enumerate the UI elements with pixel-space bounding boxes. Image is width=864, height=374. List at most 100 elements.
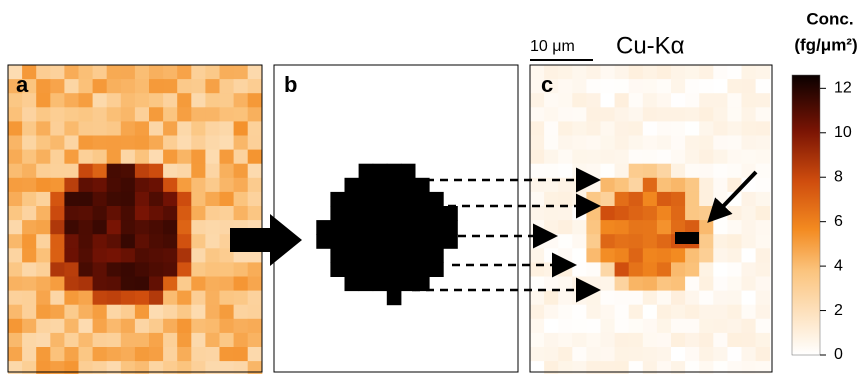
pixel (671, 262, 686, 277)
pixel (163, 206, 178, 221)
pixel (93, 220, 108, 235)
pixel (50, 93, 65, 108)
pixel (36, 79, 51, 94)
colorbar (792, 75, 820, 355)
pixel (79, 234, 94, 249)
pixel (149, 121, 164, 136)
pixel (107, 107, 122, 122)
pixel (248, 107, 263, 122)
pixel (234, 121, 249, 136)
pixel (64, 220, 79, 235)
pixel (79, 248, 94, 263)
pixel (220, 65, 235, 80)
pixel (64, 164, 79, 179)
pixel (586, 192, 601, 207)
pixel (36, 347, 51, 362)
pixel (629, 121, 644, 136)
pixel (643, 333, 658, 348)
pixel (359, 178, 374, 193)
pixel (586, 333, 601, 348)
pixel (629, 79, 644, 94)
pixel (615, 333, 630, 348)
pixel (429, 220, 444, 235)
pixel (387, 248, 402, 263)
pixel (742, 136, 757, 151)
figure: a b c 10 μm Cu-Kα Conc. (fg/μm²) 0246810… (0, 0, 864, 374)
pixel (8, 121, 23, 136)
pixel (8, 164, 23, 179)
pixel (36, 65, 51, 80)
pixel (234, 291, 249, 306)
pixel (671, 121, 686, 136)
pixel (205, 65, 220, 80)
pixel (64, 136, 79, 151)
pixel (742, 206, 757, 221)
panel-label: b (284, 72, 297, 97)
pixel (163, 107, 178, 122)
pixel (149, 305, 164, 320)
pixel (657, 277, 672, 292)
pixel (163, 93, 178, 108)
pixel (699, 220, 714, 235)
pixel (163, 333, 178, 348)
pixel (50, 347, 65, 362)
pixel (22, 220, 37, 235)
pixel (79, 206, 94, 221)
pixel (727, 347, 742, 362)
pixel (135, 319, 150, 334)
pixel (234, 319, 249, 334)
pixel (177, 220, 192, 235)
pixel (615, 291, 630, 306)
pixel (601, 305, 616, 320)
pixel (756, 79, 771, 94)
pixel (530, 107, 545, 122)
pixel (36, 277, 51, 292)
pixel (601, 347, 616, 362)
pixel (64, 347, 79, 362)
pixel (64, 305, 79, 320)
pixel (756, 277, 771, 292)
pixel (330, 248, 345, 263)
pixel (727, 262, 742, 277)
pixel (121, 79, 136, 94)
pixel (756, 107, 771, 122)
pixel (149, 136, 164, 151)
pixel (121, 192, 136, 207)
pixel (544, 150, 559, 165)
pixel (671, 164, 686, 179)
pixel (163, 347, 178, 362)
pixel (530, 291, 545, 306)
pixel (713, 291, 728, 306)
pixel (163, 291, 178, 306)
pixel (121, 150, 136, 165)
pixel (387, 192, 402, 207)
pixel (387, 178, 402, 193)
pixel (345, 192, 360, 207)
pixel (36, 234, 51, 249)
pixel (601, 192, 616, 207)
pixel (713, 319, 728, 334)
pixel (234, 150, 249, 165)
pixel (234, 347, 249, 362)
pixel (685, 277, 700, 292)
pixel (615, 220, 630, 235)
pixel (248, 347, 263, 362)
pixel (135, 305, 150, 320)
panel-label: a (16, 72, 29, 97)
pixel (330, 220, 345, 235)
pixel (191, 65, 206, 80)
pixel (8, 192, 23, 207)
pixel (36, 178, 51, 193)
pixel (615, 136, 630, 151)
pixel (643, 178, 658, 193)
pixel (373, 206, 388, 221)
pixel (429, 262, 444, 277)
pixel (121, 248, 136, 263)
pixel (234, 107, 249, 122)
pixel (615, 107, 630, 122)
pixel (685, 164, 700, 179)
pixel (79, 107, 94, 122)
pixel (727, 107, 742, 122)
pixel (558, 206, 573, 221)
pixel (558, 333, 573, 348)
